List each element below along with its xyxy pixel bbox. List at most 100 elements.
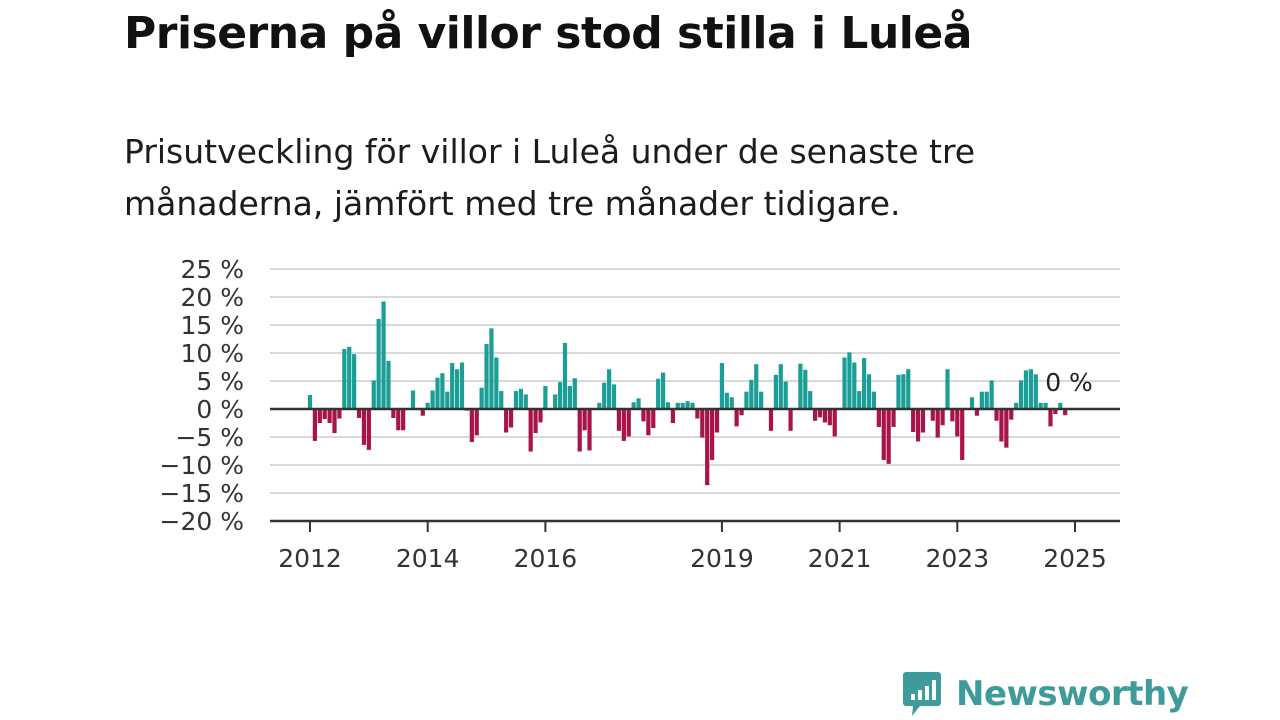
bars	[307, 301, 1068, 486]
y-tick-label: −15 %	[160, 479, 244, 508]
bar	[999, 409, 1004, 442]
bar	[827, 409, 832, 426]
bar	[960, 409, 965, 460]
bar	[685, 401, 690, 409]
bar	[798, 363, 803, 409]
bar	[562, 342, 568, 409]
bar	[312, 409, 317, 441]
bar	[1043, 402, 1048, 409]
bar	[455, 369, 460, 409]
bar	[665, 402, 671, 409]
bar	[773, 374, 778, 409]
bar	[842, 357, 847, 409]
newsworthy-logo: Newsworthy	[902, 670, 1189, 718]
x-tick-label: 2014	[396, 544, 460, 573]
bar	[459, 362, 465, 409]
bar	[1038, 402, 1043, 409]
bar	[558, 382, 563, 409]
bar	[734, 409, 739, 427]
bar	[729, 397, 734, 409]
bar	[714, 409, 720, 433]
bar	[479, 387, 484, 409]
bar	[783, 381, 788, 409]
bar	[410, 390, 416, 409]
bar	[602, 382, 607, 409]
bar	[979, 391, 984, 409]
bar	[955, 409, 960, 437]
bar	[989, 380, 994, 409]
bar	[950, 409, 955, 422]
bar	[332, 409, 337, 434]
bar	[1058, 402, 1063, 409]
bar	[327, 409, 332, 423]
bar	[911, 409, 916, 432]
y-tick-label: 0 %	[196, 395, 244, 424]
bar	[528, 409, 533, 452]
bar	[847, 352, 852, 409]
bar	[342, 349, 347, 409]
bar	[768, 409, 774, 431]
bar	[906, 369, 911, 409]
bar	[852, 362, 857, 409]
bar	[616, 409, 622, 431]
bar	[690, 402, 695, 409]
bar	[646, 409, 651, 436]
bar	[347, 346, 352, 409]
bar	[582, 409, 587, 431]
bar	[445, 391, 450, 409]
bar	[778, 364, 783, 409]
bar	[396, 409, 401, 431]
bar	[901, 374, 906, 409]
bar	[366, 409, 371, 450]
bar	[587, 409, 592, 451]
y-tick-label: −10 %	[160, 451, 244, 480]
bar	[484, 344, 489, 409]
bar	[670, 409, 675, 423]
bar	[474, 409, 479, 436]
bar	[1048, 409, 1053, 427]
bar	[1053, 409, 1058, 415]
bar	[317, 409, 322, 423]
bar	[435, 377, 440, 409]
bar	[504, 409, 509, 433]
bar	[553, 394, 558, 409]
newsworthy-logo-icon	[903, 672, 941, 716]
bar	[896, 374, 901, 409]
bar	[935, 409, 940, 438]
bar	[660, 372, 666, 409]
bar	[822, 409, 827, 423]
bar	[533, 409, 538, 434]
bar	[891, 409, 896, 427]
bar	[754, 364, 759, 409]
axes	[270, 407, 1120, 532]
bar	[969, 397, 975, 409]
bar	[607, 369, 612, 409]
bar	[543, 386, 548, 409]
bar	[866, 374, 872, 409]
bar	[749, 379, 754, 409]
bar	[813, 409, 818, 421]
bar	[719, 363, 725, 409]
bar	[381, 301, 386, 409]
bar	[386, 360, 391, 409]
bar	[391, 409, 396, 418]
x-tick-label: 2016	[514, 544, 578, 573]
bar	[808, 391, 813, 409]
bar	[915, 409, 921, 442]
bar	[695, 409, 700, 419]
bar	[1028, 369, 1033, 409]
bar	[744, 391, 749, 409]
bar	[425, 402, 430, 409]
y-tick-label: −20 %	[160, 507, 244, 536]
bar	[420, 409, 425, 416]
latest-value-label: 0 %	[1045, 368, 1093, 397]
bar	[1023, 370, 1029, 409]
x-tick-label: 2021	[808, 544, 872, 573]
bar	[675, 402, 680, 409]
x-axis-labels: 2012 2014 2016 2019 2021 2023 2025	[278, 544, 1107, 573]
bar	[626, 409, 631, 437]
bar	[371, 380, 376, 409]
bar	[700, 409, 705, 438]
chart-subtitle: Prisutveckling för villor i Luleå under …	[124, 132, 976, 223]
bar	[705, 409, 710, 486]
